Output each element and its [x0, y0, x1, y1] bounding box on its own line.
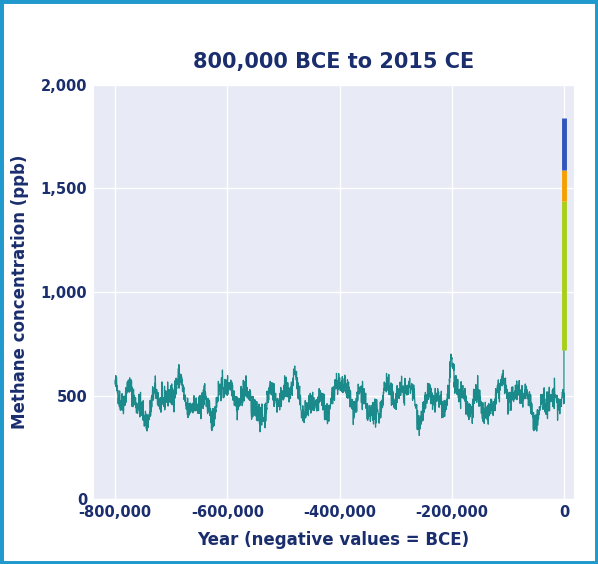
X-axis label: Year (negative values = BCE): Year (negative values = BCE)	[197, 531, 469, 549]
Title: 800,000 BCE to 2015 CE: 800,000 BCE to 2015 CE	[193, 52, 474, 72]
Y-axis label: Methane concentration (ppb): Methane concentration (ppb)	[11, 155, 29, 429]
